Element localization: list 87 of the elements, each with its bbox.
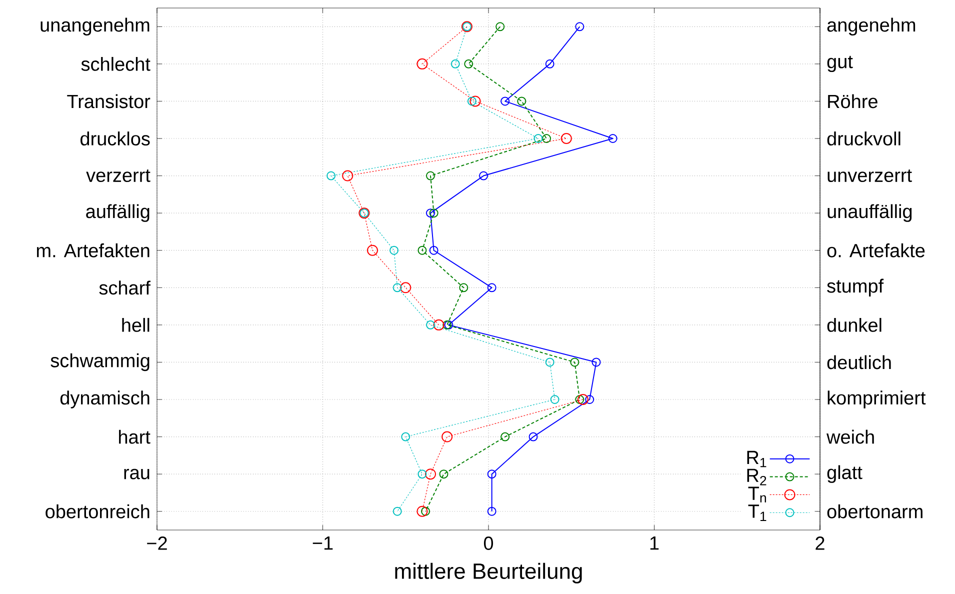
- point: [342, 170, 354, 182]
- y2-tick-label: komprimiert: [828, 390, 926, 408]
- point: [392, 506, 402, 516]
- point: [496, 22, 505, 32]
- y2-tick-label: unverzerrt: [828, 170, 912, 182]
- point: [545, 59, 554, 68]
- y-tick-label: Transistor: [67, 94, 150, 108]
- point: [464, 59, 474, 68]
- y-tick-label: schwammig: [50, 353, 150, 372]
- point: [433, 319, 444, 330]
- point: [570, 358, 580, 367]
- x-tick-label: −2: [147, 536, 167, 550]
- legend-label: R$_{2}$: [747, 468, 766, 486]
- point: [545, 358, 554, 367]
- point: [585, 395, 594, 404]
- y2-tick-label: deutlich: [827, 355, 891, 370]
- point: [575, 22, 584, 32]
- y-tick-label: hell: [122, 318, 150, 332]
- y-tick-label: m. Artefakten: [36, 243, 150, 258]
- point: [392, 283, 402, 292]
- y-tick-label: auffällig: [86, 204, 150, 222]
- point: [560, 133, 572, 144]
- point: [429, 208, 438, 218]
- point: [487, 506, 496, 516]
- point: [500, 432, 510, 442]
- point: [528, 432, 538, 442]
- y2-tick-label: obertonarm: [827, 504, 922, 518]
- x-axis-title: mittlere Beurteilung: [395, 562, 582, 584]
- point: [424, 468, 436, 480]
- x-tick-label: −1: [312, 536, 333, 550]
- x-tick-label: 2: [816, 536, 824, 550]
- y-tick-label: schlecht: [81, 56, 150, 71]
- x-tick-label: 1: [650, 536, 659, 550]
- y-tick-label: unangenehm: [40, 18, 150, 36]
- legend-label: R$_{1}$: [747, 450, 766, 468]
- point: [439, 470, 448, 479]
- point: [550, 395, 560, 404]
- point: [487, 283, 496, 292]
- y2-tick-label: glatt: [827, 465, 862, 483]
- legend-label: T$_{1}$: [748, 504, 766, 521]
- point: [418, 246, 427, 255]
- y2-tick-label: gut: [827, 56, 853, 72]
- point: [608, 134, 618, 143]
- point: [390, 246, 399, 255]
- point: [429, 246, 438, 255]
- point: [500, 96, 510, 106]
- point: [416, 58, 428, 70]
- y2-tick-label: angenehm: [827, 18, 916, 36]
- legend-label: T$_{n}$: [748, 486, 766, 502]
- point: [426, 208, 435, 218]
- point: [459, 283, 468, 292]
- point: [577, 394, 588, 406]
- y-tick-label: drucklos: [80, 132, 150, 146]
- y-tick-label: hart: [119, 430, 150, 444]
- point: [450, 59, 460, 68]
- point: [366, 244, 378, 256]
- y-tick-label: rau: [124, 468, 150, 480]
- point: [575, 395, 584, 404]
- y2-tick-label: stumpf: [827, 278, 884, 296]
- point: [426, 171, 435, 180]
- point: [418, 470, 427, 479]
- y-tick-label: obertonreich: [46, 504, 150, 518]
- y2-tick-label: dunkel: [827, 318, 882, 332]
- y-tick-label: verzerrt: [86, 170, 150, 182]
- point: [401, 432, 410, 442]
- point: [400, 282, 412, 294]
- y2-tick-label: o. Artefakte: [827, 243, 925, 258]
- point: [416, 506, 428, 517]
- point: [592, 358, 601, 367]
- point: [470, 96, 481, 107]
- x-tick-label: 0: [484, 536, 494, 550]
- point: [467, 96, 476, 106]
- point: [517, 96, 526, 106]
- point: [479, 171, 488, 180]
- y-tick-label: dynamisch: [60, 390, 150, 408]
- point: [426, 320, 435, 330]
- point: [542, 134, 552, 143]
- y2-tick-label: druckvoll: [827, 132, 900, 146]
- point: [421, 506, 430, 516]
- y2-tick-label: Röhre: [828, 94, 878, 108]
- y-tick-label: scharf: [99, 280, 150, 295]
- point: [442, 431, 453, 442]
- point: [534, 134, 543, 143]
- point: [487, 470, 496, 479]
- y2-tick-label: unauffällig: [828, 204, 912, 222]
- point: [326, 171, 336, 180]
- y2-tick-label: weich: [826, 430, 874, 444]
